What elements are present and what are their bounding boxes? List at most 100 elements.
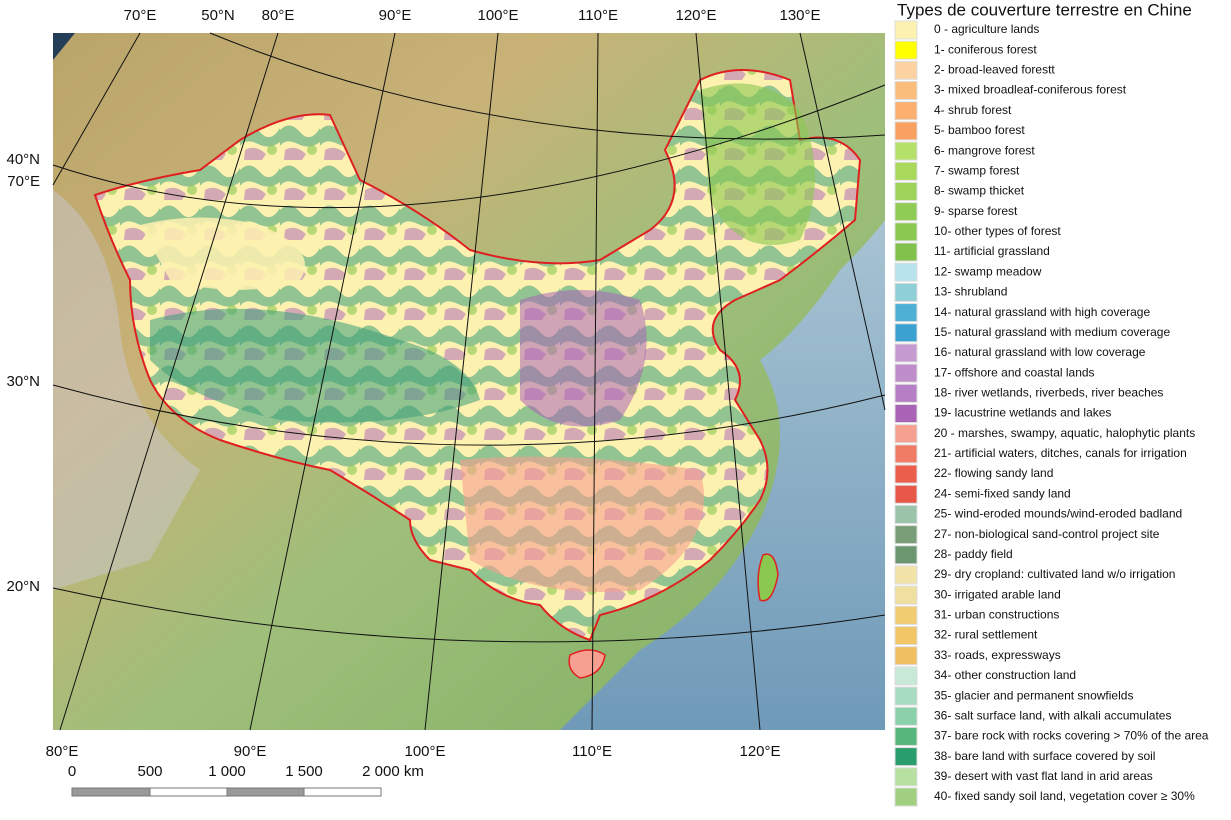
legend-label: 33- roads, expressways xyxy=(934,648,1061,662)
legend-label: 0 - agriculture lands xyxy=(934,22,1039,36)
legend-label: 16- natural grassland with low coverage xyxy=(934,345,1146,359)
legend-label: 6- mangrove forest xyxy=(934,143,1035,157)
legend-label: 39- desert with vast flat land in arid a… xyxy=(934,769,1153,783)
legend-swatch xyxy=(894,484,918,504)
legend-swatch xyxy=(894,181,918,201)
legend-label: 27- non-biological sand-control project … xyxy=(934,527,1160,541)
graticule-label: 90°E xyxy=(234,743,267,760)
meridian-70e xyxy=(52,32,141,186)
legend-swatch xyxy=(894,585,918,605)
legend-label: 21- artificial waters, ditches, canals f… xyxy=(934,446,1187,460)
labels: 70°E 50°N 80°E 90°E 100°E 110°E 120°E 130°E 40°N… xyxy=(6,7,820,780)
legend-label: 28- paddy field xyxy=(934,547,1013,561)
scale-label: 1 500 xyxy=(285,763,323,780)
graticule-label: 110°E xyxy=(578,7,618,24)
legend-swatch xyxy=(894,81,918,101)
legend-swatch xyxy=(894,747,918,767)
graticule-label: 30°N xyxy=(6,373,40,390)
meridian-130e xyxy=(799,32,886,411)
legend-swatch xyxy=(894,525,918,545)
legend-label: 20 - marshes, swampy, aquatic, halophyti… xyxy=(934,426,1195,440)
legend-label: 37- bare rock with rocks covering > 70% … xyxy=(934,729,1209,743)
legend-swatch xyxy=(894,666,918,686)
legend-swatch xyxy=(894,161,918,181)
legend-swatch xyxy=(894,242,918,262)
parallel-40n xyxy=(52,84,886,209)
legend-swatch xyxy=(894,504,918,524)
legend-label: 40- fixed sandy soil land, vegetation co… xyxy=(934,789,1195,803)
legend-swatch xyxy=(894,262,918,282)
legend-label: 3- mixed broadleaf-coniferous forest xyxy=(934,83,1127,97)
graticule-label: 70°E xyxy=(124,7,157,24)
legend-swatch xyxy=(894,767,918,787)
meridian-80e xyxy=(59,32,279,731)
graticule-label: 90°E xyxy=(379,7,412,24)
legend-label: 35- glacier and permanent snowfields xyxy=(934,688,1133,702)
legend-label: 29- dry cropland: cultivated land w/o ir… xyxy=(934,567,1175,581)
central-region xyxy=(520,290,647,427)
legend-swatch xyxy=(894,646,918,666)
sea xyxy=(560,33,885,730)
graticule-label: 120°E xyxy=(675,7,716,24)
scale-segment xyxy=(226,787,305,797)
legend-label: 31- urban constructions xyxy=(934,608,1059,622)
legend-swatch xyxy=(894,545,918,565)
parallel-20n xyxy=(52,587,886,643)
himalaya-relief xyxy=(53,190,200,590)
legend-swatch xyxy=(894,343,918,363)
hainan xyxy=(568,649,606,679)
legend-swatch xyxy=(894,404,918,423)
legend-swatch xyxy=(894,565,918,585)
parallel-30n xyxy=(52,384,886,446)
legend-title: Types de couverture terrestre en Chine xyxy=(897,0,1192,19)
legend-label: 13- shrubland xyxy=(934,285,1007,299)
legend-swatch xyxy=(894,40,918,60)
legend-label: 7- swamp forest xyxy=(934,163,1020,177)
legend-label: 24- semi-fixed sandy land xyxy=(934,486,1071,500)
legend-label: 17- offshore and coastal lands xyxy=(934,365,1095,379)
graticule-label: 50°N xyxy=(201,7,235,24)
graticule xyxy=(52,32,886,731)
scale-label: 1 000 xyxy=(208,763,246,780)
legend-swatch xyxy=(894,222,918,242)
northeast-forest xyxy=(700,83,815,245)
legend-label: 14- natural grassland with high coverage xyxy=(934,305,1150,319)
parallel-50n xyxy=(209,32,886,140)
scale-segment xyxy=(149,787,228,797)
scale-label: 0 xyxy=(68,763,76,780)
legend-swatch xyxy=(894,787,918,807)
scale-label: 2 000 km xyxy=(362,763,424,780)
legend-label: 8- swamp thicket xyxy=(934,184,1025,198)
legend-swatch xyxy=(894,605,918,625)
meridian-90e xyxy=(249,32,396,731)
meridian-110e xyxy=(591,32,599,731)
south-region xyxy=(460,456,704,592)
legend-label: 19- lacustrine wetlands and lakes xyxy=(934,406,1111,420)
corner-sea xyxy=(53,33,75,60)
legend-label: 2- broad-leaved forestt xyxy=(934,63,1055,77)
legend-label: 15- natural grassland with medium covera… xyxy=(934,325,1170,339)
legend-label: 11- artificial grassland xyxy=(934,244,1050,258)
graticule-label: 100°E xyxy=(404,743,445,760)
tibet-plateau xyxy=(150,308,480,423)
legend: Types de couverture terrestre en Chine 0… xyxy=(894,0,1209,807)
legend-swatch xyxy=(894,60,918,80)
legend-swatch xyxy=(894,383,918,403)
legend-label: 32- rural settlement xyxy=(934,628,1038,642)
graticule-label: 100°E xyxy=(477,7,518,24)
legend-swatch xyxy=(894,323,918,343)
legend-label: 1- coniferous forest xyxy=(934,42,1037,56)
legend-label: 12- swamp meadow xyxy=(934,264,1042,278)
legend-label: 9- sparse forest xyxy=(934,204,1018,218)
tarim-basin xyxy=(140,217,305,290)
scale-segment xyxy=(303,787,382,797)
legend-swatch xyxy=(894,202,918,222)
map-area xyxy=(52,32,886,731)
graticule-label: 20°N xyxy=(6,578,40,595)
legend-label: 10- other types of forest xyxy=(934,224,1061,238)
legend-label: 4- shrub forest xyxy=(934,103,1012,117)
legend-label: 38- bare land with surface covered by so… xyxy=(934,749,1155,763)
